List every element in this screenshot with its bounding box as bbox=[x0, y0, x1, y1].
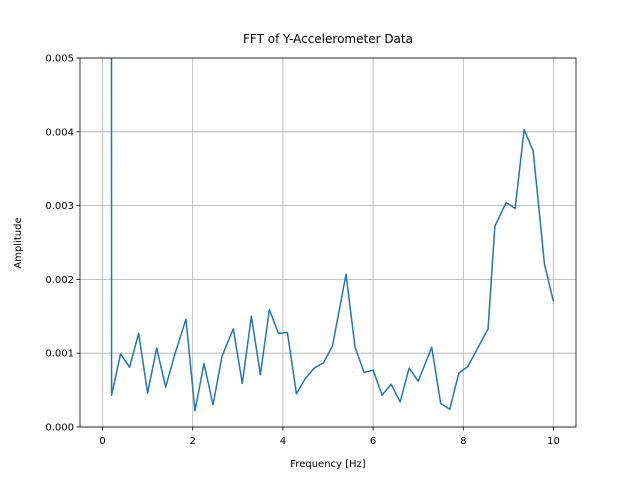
x-tick-label: 4 bbox=[280, 436, 286, 447]
data-line bbox=[110, 58, 555, 412]
x-tick-label: 0 bbox=[99, 436, 105, 447]
y-tick-label: 0.000 bbox=[45, 423, 74, 434]
y-tick-label: 0.003 bbox=[45, 201, 74, 212]
y-axis-label: Amplitude bbox=[13, 217, 24, 268]
x-axis-label: Frequency [Hz] bbox=[290, 459, 366, 470]
x-tick-label: 2 bbox=[190, 436, 196, 447]
plot-area bbox=[110, 58, 555, 412]
x-tick-label: 6 bbox=[370, 436, 376, 447]
y-tick-label: 0.004 bbox=[45, 127, 74, 138]
x-tick-label: 10 bbox=[547, 436, 560, 447]
y-tick-label: 0.001 bbox=[45, 349, 74, 360]
chart-title: FFT of Y-Accelerometer Data bbox=[243, 32, 413, 46]
y-tick-label: 0.005 bbox=[45, 54, 74, 65]
y-tick-label: 0.002 bbox=[45, 275, 74, 286]
axes-frame bbox=[79, 57, 577, 428]
x-tick-label: 8 bbox=[460, 436, 466, 447]
